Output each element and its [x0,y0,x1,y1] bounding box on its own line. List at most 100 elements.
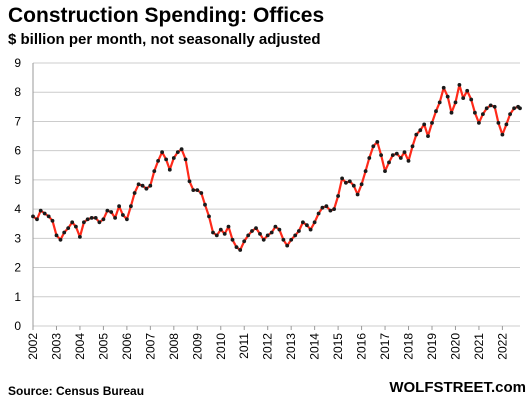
series-layer [31,83,522,252]
data-point [70,220,75,225]
data-point [383,169,387,174]
data-point [214,233,219,238]
data-point [242,239,247,244]
x-tick-label: 2015 [331,333,345,360]
x-tick-label: 2016 [355,333,369,360]
x-tick-label: 2002 [26,333,40,360]
data-point [445,94,450,99]
data-point [344,180,348,185]
data-point [38,208,43,213]
data-point [477,121,481,125]
x-tick-label: 2003 [49,333,63,360]
x-tick-label: 2014 [308,333,322,360]
data-point [285,243,290,248]
data-point [308,227,313,232]
data-point [265,233,270,238]
x-tick-label: 2006 [120,333,134,360]
data-point [207,214,211,219]
data-point [441,85,446,90]
data-point [465,88,470,93]
data-point [461,96,466,100]
data-point [430,121,434,125]
x-tick-label: 2009 [190,333,204,360]
y-tick-label: 0 [14,319,21,333]
data-point [78,235,82,239]
data-point [301,220,305,225]
data-point [390,153,395,158]
brand-label: WOLFSTREET.com [389,379,526,396]
data-point [277,227,282,232]
data-point [273,224,278,229]
data-point [74,224,78,229]
data-point [121,213,125,217]
data-point [371,144,376,149]
data-point [254,226,258,231]
data-point [402,150,407,155]
data-point [418,128,423,133]
data-point [109,210,114,214]
data-point [504,122,509,127]
data-point [351,183,356,188]
data-point [394,151,399,156]
data-point [218,227,223,232]
y-tick-label: 6 [14,144,21,158]
data-point [320,205,325,210]
data-point [387,160,391,165]
data-point [113,216,117,220]
data-point [336,194,340,198]
x-tick-label: 2022 [495,333,509,360]
x-tick-label: 2013 [284,333,298,360]
data-point [481,112,485,116]
data-point [85,217,90,222]
x-tick-label: 2017 [378,333,392,360]
y-tick-label: 2 [14,261,21,275]
data-point [191,188,196,193]
x-tick-label: 2018 [402,333,416,360]
data-point [160,150,165,155]
data-point [410,144,415,149]
data-point [35,217,39,222]
data-point [82,220,86,225]
data-point [492,104,497,109]
x-tick-label: 2019 [425,333,439,360]
data-point [347,179,352,184]
data-point [328,208,333,213]
data-point [488,103,493,108]
data-point [434,109,438,114]
data-point [449,110,454,115]
data-point [54,233,59,238]
source-note: Source: Census Bureau [8,384,145,398]
data-point [62,230,67,235]
data-point [148,183,153,188]
data-point [66,226,71,231]
y-tick-label: 8 [14,85,21,99]
data-point [375,140,380,144]
data-point [457,83,462,87]
data-point [89,216,94,220]
data-point [422,122,427,127]
data-point [46,214,51,219]
data-point [379,153,383,158]
data-point [426,134,430,139]
data-point [508,112,512,116]
data-point [316,211,321,216]
data-point [179,147,184,152]
data-point [406,159,411,163]
x-tick-label: 2008 [167,333,181,360]
data-point [398,156,403,160]
data-point [363,169,368,174]
data-point [340,176,344,181]
data-point [132,191,137,195]
data-point [234,245,239,250]
x-tick-label: 2005 [96,333,110,360]
data-point [117,204,121,209]
data-point [226,224,231,229]
x-tick-label: 2007 [143,333,157,360]
data-point [312,220,317,225]
x-tick-label: 2012 [261,333,275,360]
data-point [238,248,243,252]
data-point [289,237,294,242]
data-point [324,204,329,209]
y-tick-labels: 0 1 2 3 4 5 6 7 8 9 [14,56,21,333]
